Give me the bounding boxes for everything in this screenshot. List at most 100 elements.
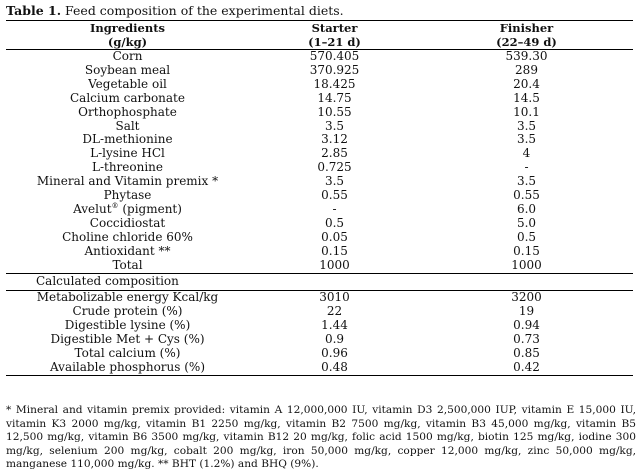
row-label: Metabolizable energy Kcal/kg xyxy=(6,290,249,306)
finisher-value: 289 xyxy=(515,62,538,77)
starter-value: 3.5 xyxy=(324,174,345,189)
starter-value: 14.75 xyxy=(317,90,352,105)
row-label: L-threonine xyxy=(91,160,164,175)
starter-value: 0.725 xyxy=(317,160,352,175)
finisher-value: 3200 xyxy=(420,290,633,306)
row-label: DL-methionine xyxy=(82,132,173,147)
table-row: Calcium carbonate 14.75 14.5 xyxy=(6,90,633,106)
starter-value: 0.9 xyxy=(324,332,345,347)
finisher-value: 10.1 xyxy=(513,104,540,119)
table-row: Orthophosphate 10.55 10.1 xyxy=(6,104,633,120)
calculated-composition-label: Calculated composition xyxy=(6,272,633,291)
table-row: Crude protein (%) 22 19 xyxy=(6,304,633,319)
table-row: Total calcium (%) 0.96 0.85 xyxy=(6,346,633,361)
finisher-value: 19 xyxy=(518,304,535,319)
finisher-value: 0.94 xyxy=(513,318,540,333)
row-label: Available phosphorus (%) xyxy=(6,360,249,376)
table-row: Digestible lysine (%) 1.44 0.94 xyxy=(6,318,633,333)
table-row: Total 1000 1000 xyxy=(6,257,633,273)
starter-value: 0.15 xyxy=(321,243,348,258)
header-starter-days: (1–21 d) xyxy=(308,35,361,49)
header-row-2: (g/kg) (1–21 d) (22–49 d) xyxy=(6,35,633,50)
row-label: Salt xyxy=(115,118,140,133)
table-row: Coccidiostat 0.5 5.0 xyxy=(6,215,633,231)
section-row: Calculated composition xyxy=(6,272,633,291)
starter-value: 1000 xyxy=(319,257,350,272)
table-row: Metabolizable energy Kcal/kg 3010 3200 xyxy=(6,290,633,306)
starter-value: - xyxy=(332,201,337,216)
table-row: Digestible Met + Cys (%) 0.9 0.73 xyxy=(6,332,633,347)
finisher-value: 0.42 xyxy=(420,360,633,376)
header-finisher-days: (22–49 d) xyxy=(496,35,557,49)
finisher-value: 5.0 xyxy=(516,215,537,230)
table-row: Vegetable oil 18.425 20.4 xyxy=(6,76,633,92)
row-label: L-lysine HCl xyxy=(90,146,165,161)
finisher-value: 4 xyxy=(522,146,531,161)
caption-text: Feed composition of the experimental die… xyxy=(65,3,344,18)
finisher-value: 14.5 xyxy=(513,90,540,105)
row-label: Coccidiostat xyxy=(89,215,166,230)
row-label: Crude protein (%) xyxy=(72,304,183,319)
starter-value: 3010 xyxy=(249,290,420,306)
row-label: Mineral and Vitamin premix * xyxy=(36,174,219,189)
table-footnote: * Mineral and vitamin premix provided: v… xyxy=(6,404,636,471)
starter-value: 3.12 xyxy=(321,132,348,147)
row-label: Digestible lysine (%) xyxy=(64,318,191,333)
starter-value: 0.48 xyxy=(249,360,420,376)
starter-value: 1.44 xyxy=(321,318,348,333)
table-row: L-threonine 0.725 - xyxy=(6,160,633,175)
row-label: Vegetable oil xyxy=(88,76,167,91)
row-label: Total xyxy=(112,257,143,272)
row-label: Orthophosphate xyxy=(78,104,177,119)
row-label: Digestible Met + Cys (%) xyxy=(50,332,205,347)
starter-value: 370.925 xyxy=(309,62,360,77)
header-row-1: Ingredients Starter Finisher xyxy=(6,20,633,35)
starter-value: 570.405 xyxy=(249,48,420,64)
table-row: Mineral and Vitamin premix * 3.5 3.5 xyxy=(6,174,633,189)
finisher-value: 1000 xyxy=(511,257,542,272)
caption-label: Table 1. xyxy=(6,3,62,18)
table-row: Salt 3.5 3.5 xyxy=(6,118,633,134)
table-row: Antioxidant ** 0.15 0.15 xyxy=(6,243,633,259)
feed-composition-table: Ingredients Starter Finisher (g/kg) (1–2… xyxy=(6,20,633,376)
row-label: Antioxidant ** xyxy=(84,243,171,258)
finisher-value: 0.15 xyxy=(513,243,540,258)
finisher-value: 3.5 xyxy=(516,132,537,147)
table-row: Avelut® (pigment) - 6.0 xyxy=(6,201,633,217)
starter-value: 0.96 xyxy=(321,346,348,361)
table-row: Soybean meal 370.925 289 xyxy=(6,62,633,78)
row-label: Calcium carbonate xyxy=(70,90,185,105)
finisher-value: 20.4 xyxy=(513,76,540,91)
starter-value: 2.85 xyxy=(321,146,348,161)
row-label: Soybean meal xyxy=(84,62,171,77)
finisher-value: 0.73 xyxy=(513,332,540,347)
header-ingredients-unit: (g/kg) xyxy=(107,35,148,49)
finisher-value: 3.5 xyxy=(516,174,537,189)
finisher-value: 0.85 xyxy=(513,346,540,361)
finisher-value: 0.55 xyxy=(513,188,540,203)
calculated-body: Metabolizable energy Kcal/kg 3010 3200 Crud… xyxy=(6,290,633,376)
table-row: Available phosphorus (%) 0.48 0.42 xyxy=(6,360,633,376)
starter-value: 10.55 xyxy=(317,104,352,119)
row-label: Choline chloride 60% xyxy=(62,229,193,244)
finisher-value: - xyxy=(524,160,529,175)
ingredients-body: Corn 570.405 539.30 Soybean meal 370.925 289 V… xyxy=(6,48,633,274)
table-row: L-lysine HCl 2.85 4 xyxy=(6,146,633,161)
finisher-value: 539.30 xyxy=(420,48,633,64)
table-row: Phytase 0.55 0.55 xyxy=(6,188,633,203)
table-caption: Table 1. Feed composition of the experim… xyxy=(6,3,344,18)
row-label: Avelut® (pigment) xyxy=(73,201,182,216)
finisher-value: 0.5 xyxy=(516,229,537,244)
starter-value: 22 xyxy=(326,304,343,319)
header-ingredients: Ingredients xyxy=(6,20,249,35)
row-label: Total calcium (%) xyxy=(74,346,181,361)
table-row: DL-methionine 3.12 3.5 xyxy=(6,132,633,147)
header-finisher: Finisher xyxy=(420,20,633,35)
starter-value: 0.05 xyxy=(321,229,348,244)
finisher-value: 3.5 xyxy=(516,118,537,133)
table-row: Choline chloride 60% 0.05 0.5 xyxy=(6,229,633,245)
starter-value: 18.425 xyxy=(313,76,356,91)
row-label: Corn xyxy=(6,48,249,64)
row-label: Phytase xyxy=(103,188,152,203)
header-starter: Starter xyxy=(249,20,420,35)
